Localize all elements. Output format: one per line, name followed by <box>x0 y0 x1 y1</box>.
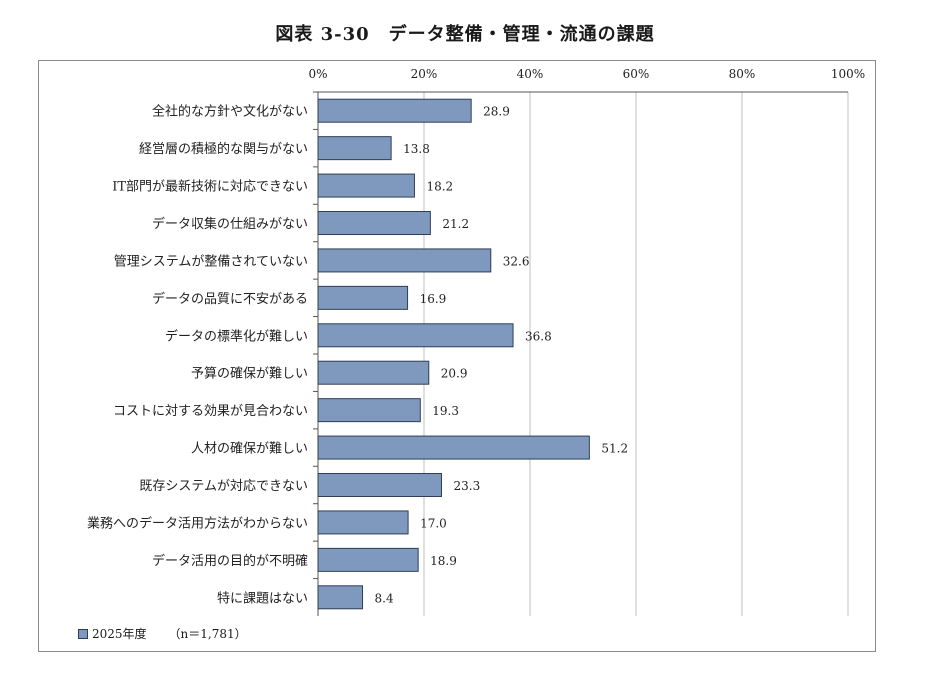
category-label: 業務へのデータ活用方法がわからない <box>87 515 308 531</box>
category-label: 全社的な方針や文化がない <box>152 104 308 120</box>
bar <box>317 136 392 161</box>
value-label: 18.2 <box>426 180 453 194</box>
bar <box>317 510 409 535</box>
category-label: 特に課題はない <box>217 590 308 606</box>
value-label: 16.9 <box>420 292 447 306</box>
category-label: 予算の確保が難しい <box>191 366 308 382</box>
category-label: IT部門が最新技術に対応できない <box>112 179 308 195</box>
bar <box>317 285 409 310</box>
value-label: 8.4 <box>375 591 394 605</box>
bar <box>317 360 430 385</box>
value-label: 23.3 <box>453 479 480 493</box>
bar <box>317 98 472 123</box>
bar <box>317 473 442 497</box>
x-tick-label: 40% <box>517 67 544 81</box>
bar <box>317 211 431 235</box>
value-label: 21.2 <box>442 217 469 231</box>
category-label: 既存システムが対応できない <box>139 479 308 494</box>
bar <box>317 248 492 273</box>
value-label: 19.3 <box>432 404 459 418</box>
bar <box>317 173 415 198</box>
category-label: 管理システムが整備されていない <box>114 253 308 269</box>
category-label: データの標準化が難しい <box>165 328 308 344</box>
legend-swatch <box>78 628 88 639</box>
value-label: 36.8 <box>525 329 552 343</box>
value-label: 28.9 <box>483 105 510 119</box>
x-tick-label: 80% <box>729 67 756 81</box>
x-tick-label: 60% <box>623 67 650 81</box>
x-tick-label: 100% <box>831 67 865 81</box>
category-label: データの品質に不安がある <box>152 291 308 307</box>
legend-sample-size: （n＝1,781） <box>168 627 247 641</box>
category-label: コストに対する効果が見合わない <box>113 404 308 419</box>
x-tick-label: 20% <box>411 67 438 81</box>
category-label: 経営層の積極的な関与がない <box>139 141 308 157</box>
category-label: データ活用の目的が不明確 <box>152 553 308 569</box>
value-label: 13.8 <box>403 142 430 156</box>
value-label: 17.0 <box>420 516 447 530</box>
bar <box>317 585 364 610</box>
bar <box>317 323 514 348</box>
chart-title: 図表 3-30 データ整備・管理・流通の課題 <box>275 24 655 45</box>
category-label: データ収集の仕組みがない <box>152 216 308 232</box>
bar <box>317 435 590 460</box>
value-label: 18.9 <box>430 554 457 568</box>
bar <box>317 547 419 572</box>
bar <box>317 398 421 423</box>
chart-frame <box>38 60 876 652</box>
legend: 2025年度 （n＝1,781） <box>78 625 247 642</box>
legend-series-label: 2025年度 <box>92 627 147 641</box>
value-label: 51.2 <box>601 442 628 456</box>
x-tick-label: 0% <box>308 67 327 81</box>
value-label: 20.9 <box>441 367 468 381</box>
value-label: 32.6 <box>503 254 530 268</box>
category-label: 人材の確保が難しい <box>191 441 308 457</box>
